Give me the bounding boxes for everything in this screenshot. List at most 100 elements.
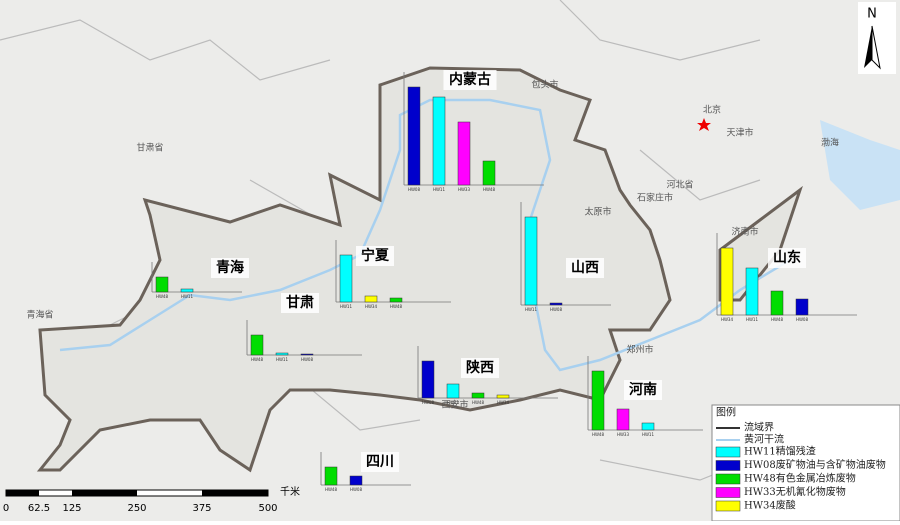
bar: [180, 288, 194, 293]
province-chart: HW48 HW11 青海: [151, 258, 249, 299]
province-label: 河南: [629, 381, 657, 398]
bar-code: HW11: [276, 357, 289, 362]
province-chart: HW08 HW11 HW33 HW48 内蒙古: [403, 70, 544, 192]
place-label: 西安市: [441, 399, 468, 411]
province-label-bg: [768, 248, 806, 268]
scale-label: 250: [127, 503, 146, 514]
bar: [549, 302, 563, 306]
bar: [155, 276, 169, 293]
scale-label: 500: [258, 503, 277, 514]
scale-segment: [202, 490, 268, 496]
bar: [300, 353, 314, 356]
bar: [795, 298, 809, 316]
bar: [446, 383, 460, 399]
bar: [389, 297, 403, 303]
bar-code: HW34: [497, 400, 510, 405]
yellow-river: [59, 98, 791, 372]
province-chart: HW48 HW11 HW08 甘肃: [246, 293, 362, 362]
bar-code: HW48: [472, 400, 485, 405]
bar: [457, 121, 471, 186]
sea: [820, 120, 900, 210]
place-label: 太原市: [584, 206, 611, 218]
province-label-bg: [211, 258, 249, 278]
bar: [591, 370, 605, 431]
bar: [482, 160, 496, 186]
bar: [421, 360, 435, 399]
legend-label: 流域界: [744, 421, 774, 434]
bar-code: HW08: [408, 187, 421, 192]
bar: [720, 247, 734, 316]
scale-label: 0: [3, 503, 9, 514]
place-label: 甘肃省: [136, 142, 163, 154]
province-chart: HW34 HW11 HW48 HW08 山东: [716, 233, 857, 322]
province-label-bg: [281, 293, 319, 313]
basin-boundary: [36, 66, 672, 473]
bar-code: HW11: [746, 317, 759, 322]
bar-code: HW48: [390, 304, 403, 309]
province-chart: HW11 HW08 山西: [520, 202, 611, 312]
bar: [250, 334, 264, 356]
north-arrow: N: [858, 2, 896, 74]
province-label: 山西: [571, 260, 599, 276]
province-label-bg: [624, 380, 662, 400]
province-chart: HW48 HW33 HW11 河南: [587, 356, 703, 437]
legend: 图例流域界黄河干流HW11精馏残渣HW08废矿物油与含矿物油废物HW48有色金属…: [711, 404, 900, 522]
bar-code: HW11: [447, 400, 460, 405]
bar-code: HW48: [483, 187, 496, 192]
bar-code: HW48: [592, 432, 605, 437]
north-arrow-right: [871, 25, 881, 70]
bar-code: HW11: [433, 187, 446, 192]
bar: [339, 254, 353, 303]
legend-swatch: [715, 446, 741, 458]
bar-code: HW08: [350, 487, 363, 492]
bar-code: HW48: [251, 357, 264, 362]
bar-code: HW33: [617, 432, 630, 437]
province-label-bg: [361, 452, 399, 472]
legend-box: [711, 404, 900, 522]
bar: [324, 466, 338, 486]
bar-code: HW08: [796, 317, 809, 322]
legend-swatch: [715, 460, 741, 471]
bar: [407, 86, 421, 186]
province-chart: HW48 HW08 四川: [320, 452, 411, 492]
legend-title: 图例: [716, 406, 736, 419]
bar: [524, 216, 538, 306]
place-label: 青海省: [26, 309, 53, 321]
bar: [364, 295, 378, 303]
place-label: 包头市: [531, 79, 558, 91]
legend-label: HW48有色金属冶炼废物: [744, 472, 856, 485]
bar: [471, 392, 485, 399]
legend-swatch: [715, 473, 741, 485]
bar: [496, 394, 510, 399]
province-label: 陕西: [466, 359, 494, 376]
province-label: 甘肃: [286, 294, 314, 311]
scale-segment: [72, 490, 137, 496]
province-label: 内蒙古: [449, 71, 491, 88]
bar-code: HW48: [156, 294, 169, 299]
scale-unit: 千米: [280, 485, 300, 498]
province-label-bg: [443, 70, 497, 90]
legend-label: HW11精馏残渣: [744, 445, 816, 458]
province-label-bg: [356, 246, 394, 266]
province-chart: HW11 HW34 HW48 宁夏: [335, 240, 451, 309]
legend-label: HW08废矿物油与含矿物油废物: [744, 458, 886, 471]
province-label: 宁夏: [361, 247, 390, 264]
bar: [349, 475, 363, 486]
province-label-bg: [461, 358, 499, 378]
bar-code: HW11: [181, 294, 194, 299]
place-label: 天津市: [726, 127, 753, 139]
admin-borders: [0, 0, 801, 481]
bar-code: HW08: [422, 400, 435, 405]
province-label: 四川: [366, 454, 394, 470]
bar: [275, 352, 289, 356]
province-label-bg: [566, 258, 604, 278]
legend-label: 黄河干流: [744, 433, 784, 446]
scale-label: 375: [192, 503, 211, 514]
place-label: 渤海: [821, 137, 839, 149]
bar: [770, 290, 784, 316]
legend-label: HW33无机氰化物废物: [744, 485, 846, 498]
place-label: 河北省: [666, 179, 693, 191]
bar: [641, 422, 655, 431]
